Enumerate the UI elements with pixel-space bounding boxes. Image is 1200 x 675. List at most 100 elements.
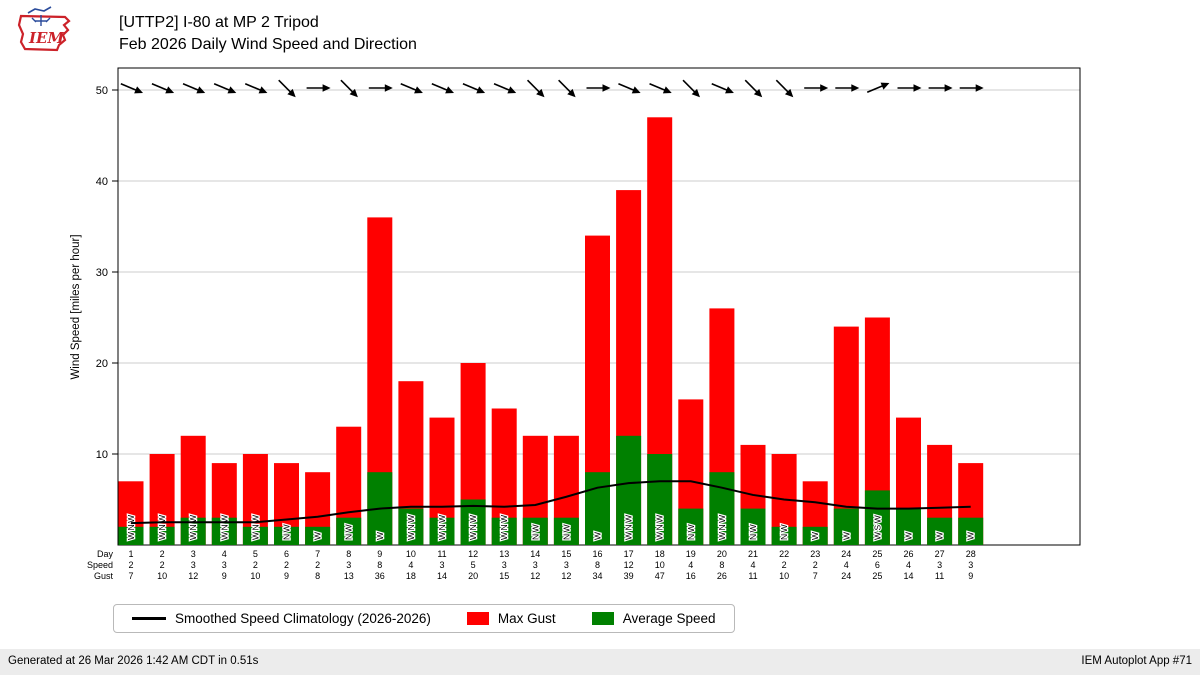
x-tick-value: 34 <box>592 571 602 581</box>
iem-logo: IEM <box>8 4 82 67</box>
average-speed-bar <box>274 526 299 545</box>
x-tick-value: 20 <box>717 549 727 559</box>
iowa-outline-logo: IEM <box>17 6 71 52</box>
wind-direction-arrow <box>400 83 423 94</box>
x-tick-value: 3 <box>346 560 351 570</box>
wind-direction-arrow <box>744 79 763 98</box>
average-speed-bar <box>802 526 828 545</box>
wind-direction-label: WNW <box>468 513 478 540</box>
wind-direction-label: W <box>810 530 820 540</box>
wind-direction-arrow <box>368 84 393 92</box>
x-tick-value: 2 <box>284 560 289 570</box>
average-speed-bar <box>678 508 704 545</box>
wind-direction-arrow <box>835 84 860 92</box>
x-tick-value: 11 <box>437 549 446 559</box>
wind-direction-arrow <box>618 83 641 94</box>
average-speed-bar <box>585 472 610 545</box>
x-tick-value: 17 <box>624 549 634 559</box>
wind-direction-label: NW <box>686 523 696 540</box>
average-speed-bar <box>927 517 953 545</box>
x-tick-value: 3 <box>533 560 538 570</box>
x-tick-value: 7 <box>128 571 133 581</box>
x-tick-value: 2 <box>813 560 818 570</box>
x-tick-value: 10 <box>779 571 789 581</box>
wind-direction-arrow <box>278 79 296 98</box>
average-speed-bar <box>149 526 175 545</box>
wind-direction-label: WNW <box>250 513 260 540</box>
wind-direction-label: NW <box>561 523 571 540</box>
average-speed-swatch <box>591 612 614 625</box>
x-tick-value: 36 <box>375 571 385 581</box>
climatology-line <box>130 480 971 525</box>
x-row-label: Gust <box>94 571 114 581</box>
wind-direction-label: W <box>904 530 914 540</box>
x-tick-value: 2 <box>315 560 320 570</box>
average-speed-bar <box>522 517 548 545</box>
y-tick-label: 40 <box>96 176 108 188</box>
x-tick-value: 2 <box>128 560 133 570</box>
x-tick-value: 13 <box>344 571 354 581</box>
x-tick-value: 2 <box>253 560 258 570</box>
wind-direction-arrow <box>213 83 237 94</box>
x-axis-rows: Day 1 2 3 4 5 6 7 8 9 10 11 12 13 14 15 16 17 18 19 20 21 22 23… <box>87 549 976 581</box>
wind-direction-arrow <box>151 83 175 94</box>
x-tick-value: 10 <box>250 571 260 581</box>
x-tick-value: 3 <box>222 560 227 570</box>
x-tick-value: 8 <box>315 571 320 581</box>
x-tick-value: 27 <box>935 549 945 559</box>
average-speed-bar <box>864 490 890 545</box>
chart-title-block: [UTTP2] I-80 at MP 2 Tripod Feb 2026 Dai… <box>119 12 417 55</box>
x-tick-value: 10 <box>157 571 167 581</box>
x-tick-value: 14 <box>903 571 913 581</box>
x-tick-value: 7 <box>813 571 818 581</box>
x-tick-value: 25 <box>872 571 882 581</box>
wind-direction-label: WNW <box>157 513 167 540</box>
average-speed-bar <box>336 517 362 545</box>
x-tick-value: 2 <box>782 560 787 570</box>
x-tick-value: 6 <box>875 560 880 570</box>
x-tick-value: 11 <box>748 571 757 581</box>
app-credit: IEM Autoplot App #71 <box>1081 655 1192 667</box>
wind-direction-arrow <box>431 83 455 94</box>
x-tick-value: 8 <box>719 560 724 570</box>
x-row-label: Day <box>97 549 114 559</box>
wind-direction-label: NW <box>748 523 758 540</box>
x-tick-value: 10 <box>406 549 416 559</box>
legend: Smoothed Speed Climatology (2026-2026) M… <box>113 604 735 633</box>
y-tick-label: 20 <box>96 358 108 370</box>
wind-direction-arrow <box>462 83 486 94</box>
x-tick-value: 4 <box>750 560 755 570</box>
x-tick-value: 7 <box>315 549 320 559</box>
x-row-label: Speed <box>87 560 113 570</box>
wind-direction-arrow <box>306 84 331 92</box>
x-tick-value: 15 <box>561 549 571 559</box>
logo-weather-decoration <box>27 6 52 14</box>
logo-text: IEM <box>28 29 64 47</box>
x-tick-value: 4 <box>688 560 693 570</box>
y-tick-label: 30 <box>96 267 108 279</box>
x-tick-value: 4 <box>408 560 413 570</box>
wind-direction-arrow <box>493 83 517 94</box>
wind-direction-arrow <box>182 83 206 94</box>
wind-direction-arrow <box>120 83 144 94</box>
wind-direction-arrow <box>558 79 576 98</box>
wind-direction-arrow <box>711 83 734 94</box>
x-tick-value: 26 <box>903 549 913 559</box>
average-speed-bar <box>118 526 144 545</box>
title-line-1: [UTTP2] I-80 at MP 2 Tripod <box>119 14 319 31</box>
wind-direction-label: NW <box>530 523 540 540</box>
average-speed-bar <box>616 435 642 545</box>
x-tick-value: 9 <box>377 549 382 559</box>
x-tick-value: 6 <box>284 549 289 559</box>
x-tick-value: 18 <box>655 549 665 559</box>
wind-direction-label: WNW <box>188 513 198 540</box>
average-speed-bar <box>709 472 735 545</box>
x-tick-value: 3 <box>191 560 196 570</box>
x-tick-value: 3 <box>564 560 569 570</box>
wind-direction-arrows <box>120 79 984 98</box>
x-tick-value: 9 <box>968 571 973 581</box>
average-speed-bar <box>553 517 579 545</box>
x-tick-value: 3 <box>502 560 507 570</box>
